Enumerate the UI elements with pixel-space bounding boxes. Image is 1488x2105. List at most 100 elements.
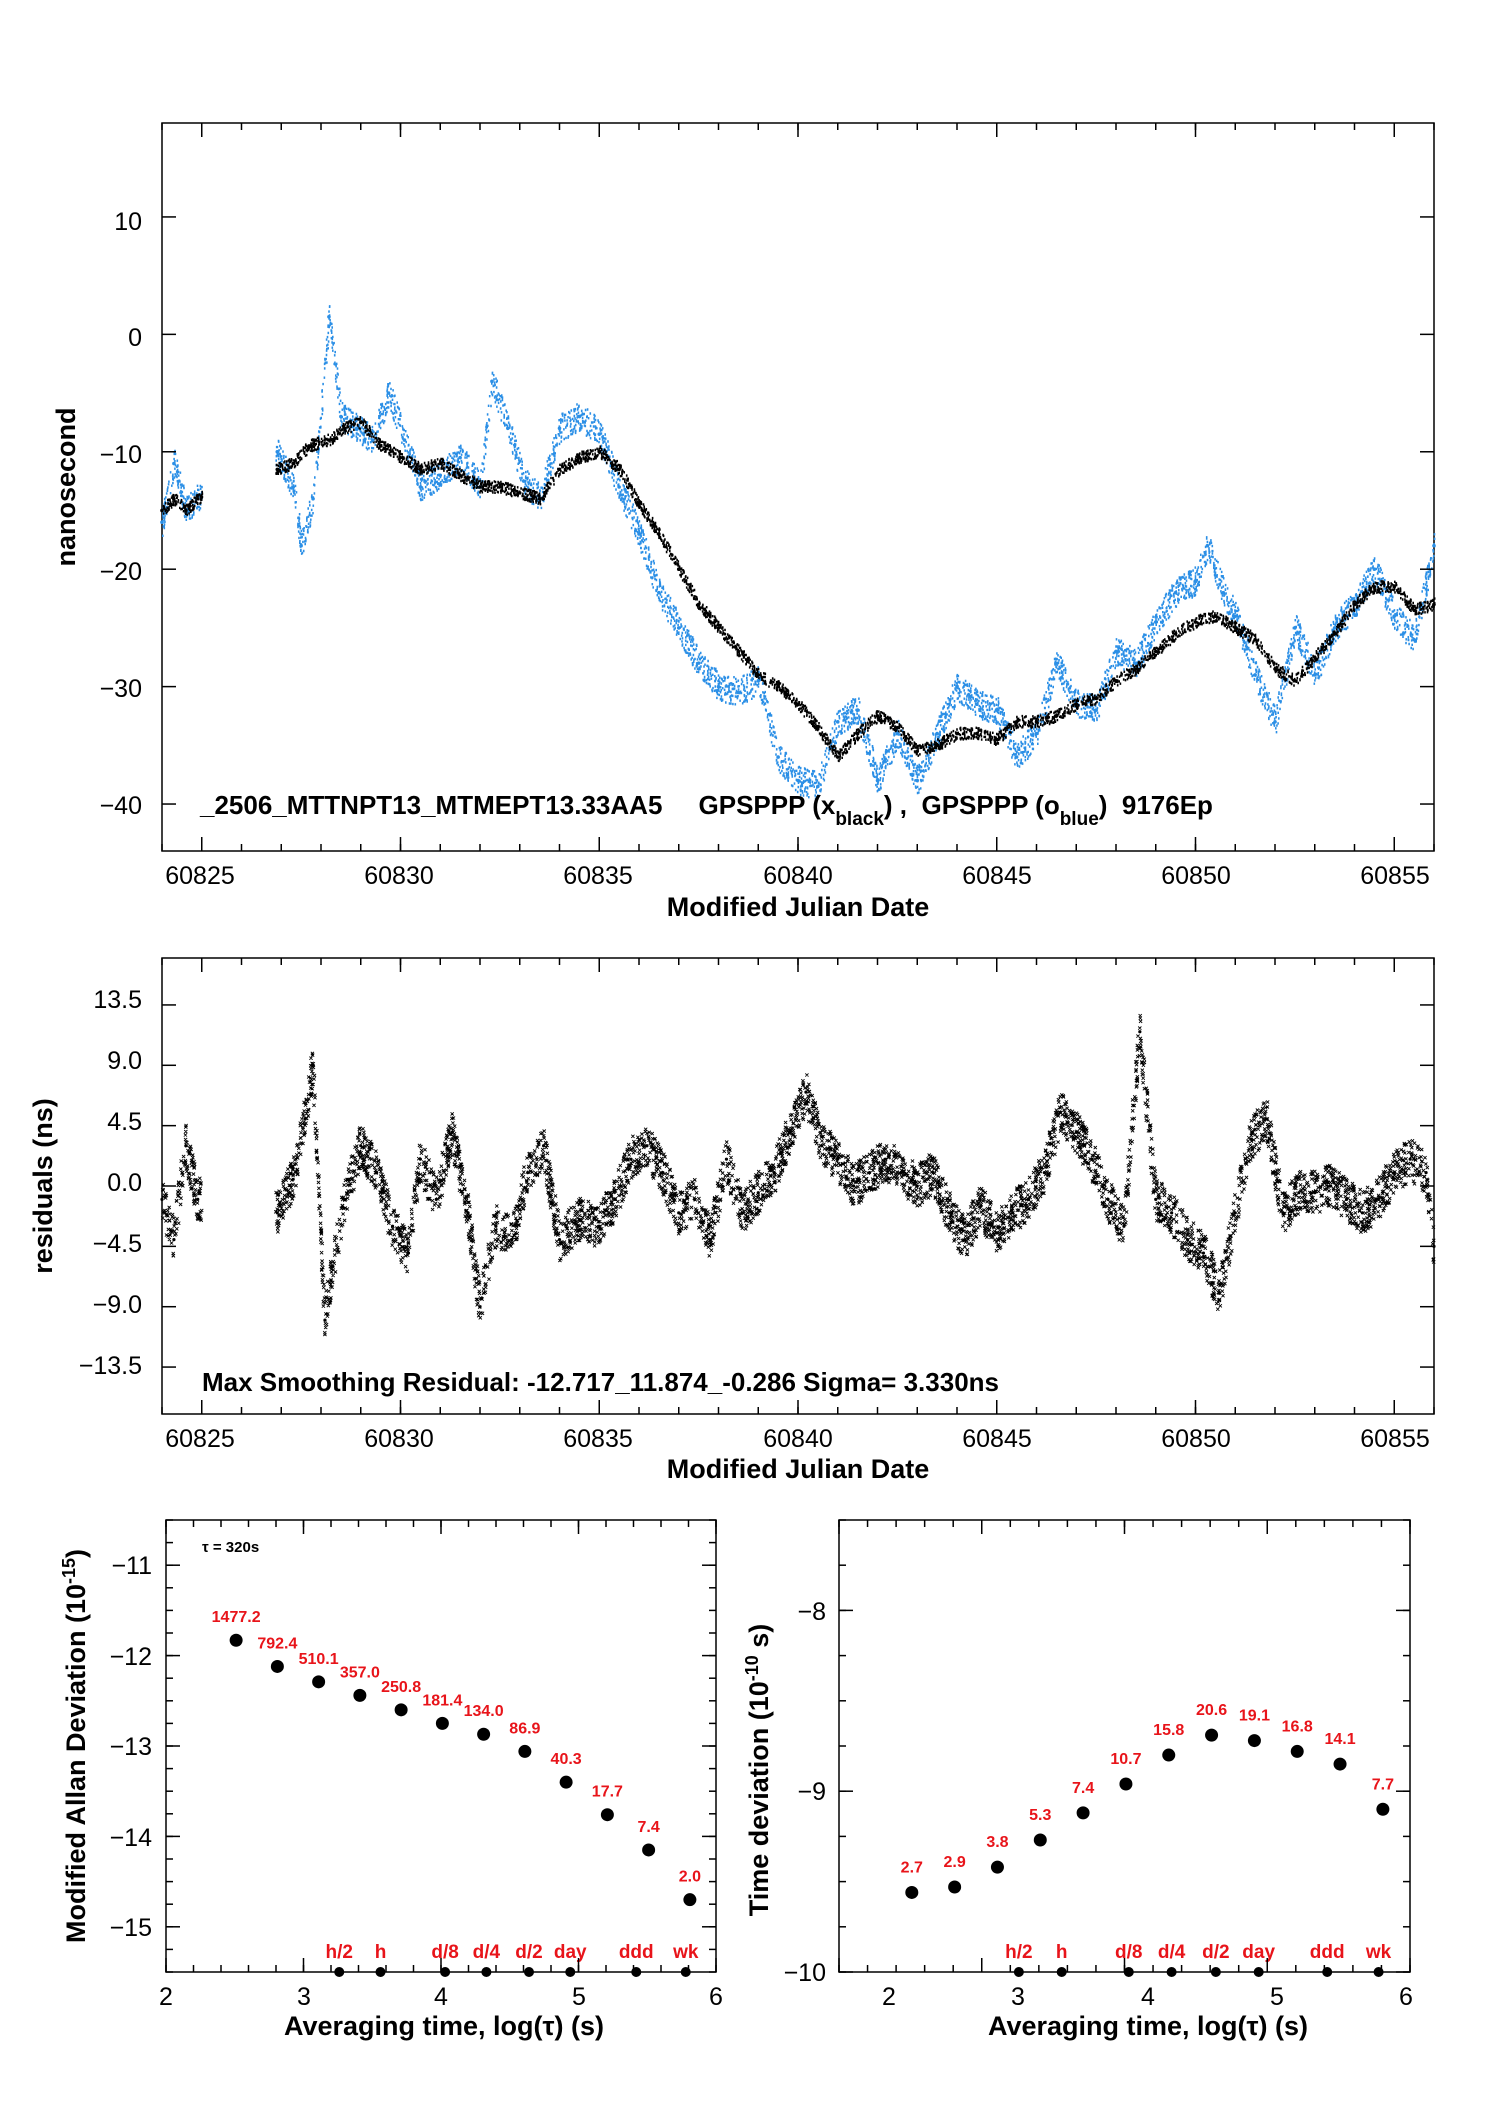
deviation-point: [990, 1860, 1004, 1874]
blue-series-point: [291, 485, 295, 489]
residuals-x-tick-label: 60830: [364, 1425, 434, 1453]
time-series-panel: 10 0 −10 −20 −30 −40 60825 60830 60835 6…: [51, 122, 1436, 922]
residuals-x-tick-label: 60845: [962, 1425, 1032, 1453]
deviation-value-label: 15.8: [1153, 1722, 1184, 1739]
black-series-point: [756, 673, 761, 677]
black-series-point: [291, 461, 295, 466]
interval-marker-point: [1056, 1967, 1067, 1977]
blue-series-point: [1253, 673, 1257, 677]
black-series-point: [537, 496, 542, 501]
blue-series-point: [676, 626, 681, 630]
interval-marker-label: d/2: [1202, 1942, 1229, 1963]
blue-series-point: [354, 426, 359, 431]
black-series-point: [275, 467, 280, 472]
residual-point: [450, 1130, 454, 1134]
blue-series-point: [816, 784, 820, 789]
interval-marker-label: d/4: [1158, 1942, 1186, 1963]
blue-series-point: [875, 778, 880, 783]
blue-series-point: [172, 461, 176, 466]
black-series-point: [1332, 631, 1337, 636]
residual-point: [1074, 1130, 1078, 1134]
blue-series-point: [521, 479, 526, 483]
residuals-y-tick-label: 4.5: [107, 1108, 142, 1136]
blue-series-point: [657, 590, 661, 595]
residuals-y-tick-label: −4.5: [93, 1230, 142, 1258]
mdev-x-tick-label: 3: [297, 1983, 311, 2011]
residual-point: [1185, 1238, 1190, 1242]
deviation-point: [1076, 1806, 1090, 1820]
residual-point: [526, 1170, 530, 1175]
black-series-point: [617, 467, 621, 472]
black-series-point: [577, 455, 582, 460]
residuals-frame: [161, 957, 1435, 1415]
residual-point: [693, 1197, 697, 1202]
blue-series-point: [1392, 614, 1397, 618]
blue-series-point: [955, 684, 959, 689]
residual-point: [597, 1224, 601, 1228]
residual-point: [1281, 1211, 1285, 1215]
blue-series-point: [796, 778, 800, 783]
black-series-point: [398, 455, 403, 460]
blue-series-point: [1094, 708, 1098, 712]
black-series-point: [796, 702, 800, 707]
black-series-point: [358, 420, 363, 425]
tdev-x-tick-label: 5: [1270, 1983, 1284, 2011]
residuals-y-tick-label: −9.0: [93, 1291, 142, 1319]
residual-point: [1376, 1197, 1380, 1202]
residual-point: [466, 1211, 470, 1215]
residual-point: [1297, 1191, 1301, 1195]
mdev-y-tick-label: −12: [110, 1643, 152, 1671]
deviation-point: [642, 1843, 656, 1857]
blue-series-point: [975, 702, 979, 707]
time-series-y-tick-label: −10: [100, 441, 142, 469]
residual-point: [995, 1231, 999, 1235]
residuals-cloud: [160, 1013, 1436, 1337]
residual-point: [1392, 1170, 1396, 1175]
black-series-point: [1153, 649, 1158, 654]
residual-point: [1170, 1211, 1174, 1215]
blue-series-point: [915, 778, 920, 783]
blue-series-point: [1312, 673, 1317, 677]
blue-series-point: [1173, 590, 1178, 595]
residual-point: [1011, 1211, 1015, 1215]
tdev-x-axis-title: Averaging time, log(τ) (s): [988, 2011, 1308, 2041]
blue-series-point: [1293, 626, 1297, 630]
black-series-point: [776, 684, 780, 689]
blue-series-point: [339, 414, 343, 419]
residual-point: [708, 1238, 713, 1242]
black-series-point: [855, 731, 860, 736]
residual-point: [1265, 1117, 1269, 1121]
deviation-point: [559, 1775, 573, 1789]
residual-point: [1042, 1170, 1047, 1175]
residual-point: [883, 1157, 888, 1161]
blue-series-point: [402, 438, 407, 442]
residual-point: [510, 1238, 514, 1242]
blue-series-point: [994, 708, 999, 712]
blue-series-point: [418, 485, 423, 489]
black-series-point: [327, 438, 331, 442]
deviation-value-label: 250.8: [381, 1679, 421, 1696]
residual-point: [963, 1238, 967, 1242]
black-series-cloud: [162, 416, 1436, 763]
interval-marker-point: [1166, 1967, 1177, 1977]
black-series-point: [378, 444, 383, 448]
interval-marker-point: [1013, 1967, 1024, 1977]
deviation-point: [312, 1675, 326, 1689]
black-series-point: [955, 731, 959, 736]
interval-marker-point: [565, 1967, 576, 1977]
residual-point: [557, 1238, 562, 1242]
mdev-tau-note: τ = 320s: [202, 1539, 259, 1556]
time-series-x-tick-label: 60845: [962, 862, 1032, 890]
blue-series-point: [1205, 543, 1210, 548]
blue-series-point: [696, 661, 701, 665]
interval-marker-point: [334, 1967, 345, 1977]
tdev-x-tick-label: 3: [1011, 1983, 1025, 2011]
blue-series-point: [1233, 614, 1238, 618]
deviation-point: [518, 1744, 532, 1758]
blue-series-point: [1432, 543, 1436, 548]
black-series-point: [1054, 714, 1059, 718]
time-series-x-tick-label: 60855: [1360, 862, 1430, 890]
black-series-point: [935, 743, 939, 748]
deviation-point: [477, 1727, 491, 1741]
